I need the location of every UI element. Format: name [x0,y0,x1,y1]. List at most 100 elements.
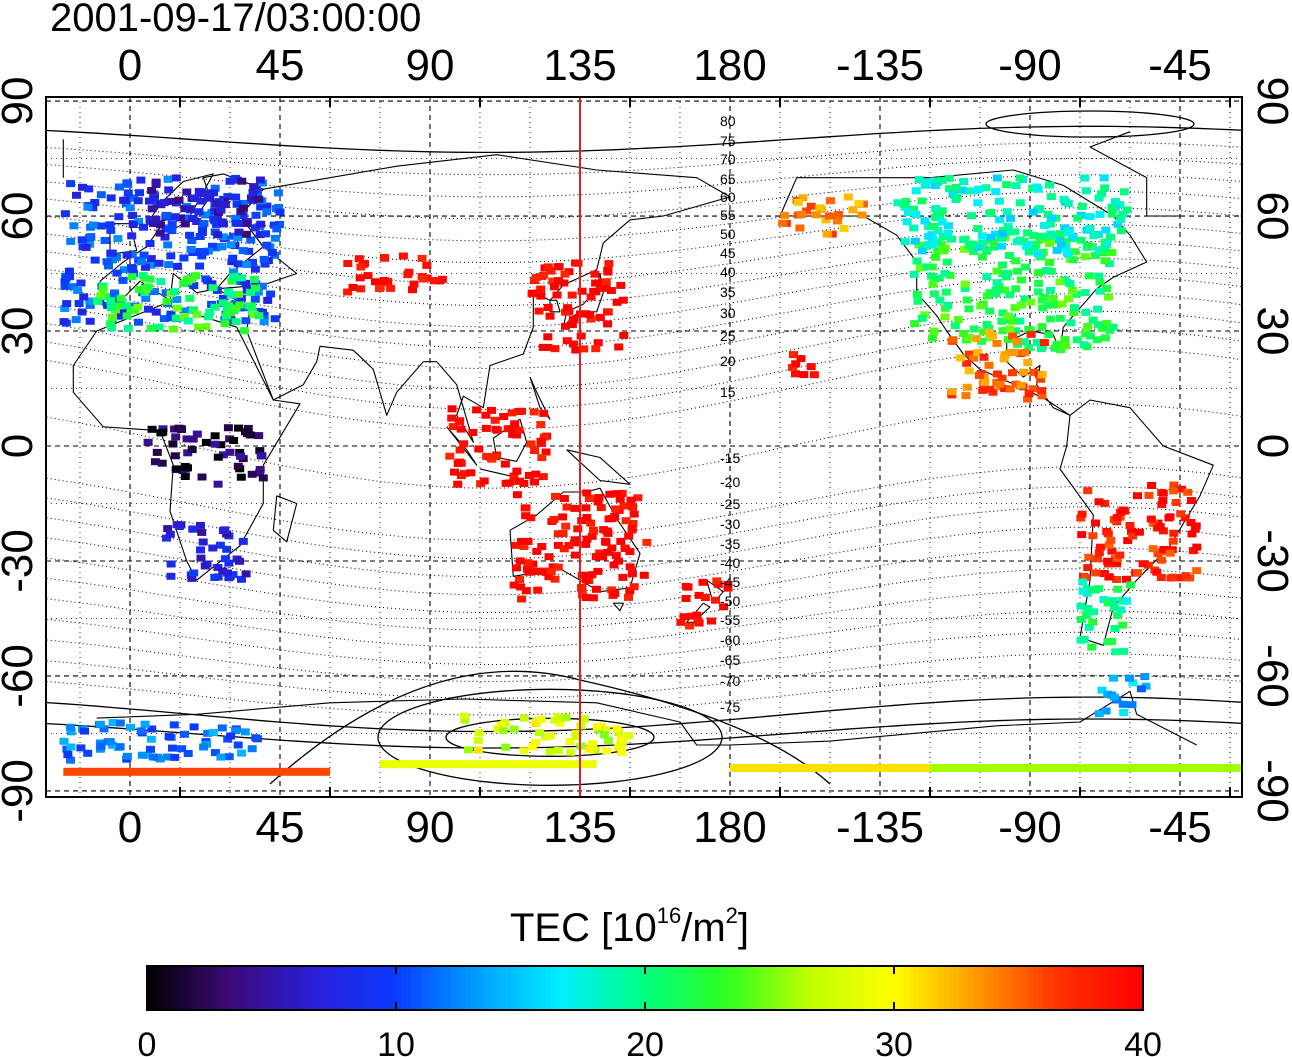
tec-band [729,763,930,772]
tec-cell [618,734,628,742]
tec-cell [511,541,521,549]
tec-cell [491,425,501,433]
tec-cell [80,727,89,735]
tec-cell [509,581,519,589]
colorbar-segment [699,966,706,1010]
tec-cell [140,720,150,728]
tec-cell [491,453,501,461]
tec-cell [1049,237,1059,245]
tec-cell [576,332,586,340]
tec-cell [115,183,124,191]
tec-cell [500,460,510,468]
colorbar-segment [674,966,681,1010]
contour-label: 60 [720,189,736,205]
tec-cell [590,746,600,754]
tec-cell [166,560,176,568]
tec-cell [404,268,414,276]
tec-cell [167,220,177,228]
colorbar-segment [1053,966,1059,1010]
tec-cell [1096,543,1105,551]
tec-cell [218,299,228,307]
tec-cell [984,361,994,369]
colorbar-segment [774,966,781,1010]
tec-cell [189,194,199,202]
coastline [779,169,1148,416]
tec-cell [510,420,520,428]
tec-cell [1106,536,1116,544]
tec-cell [1003,269,1013,277]
colorbar-segment [415,966,422,1010]
tec-cell [988,332,997,340]
tec-cell [64,267,74,275]
tec-cell [920,181,930,189]
geomagnetic-contour [46,141,1242,176]
tec-cell [973,244,983,251]
tec-cell [205,308,215,316]
tec-cell [543,333,553,341]
tec-cell [584,745,594,753]
tec-cell [796,355,806,363]
tec-cell [607,586,617,594]
tec-cell [1005,291,1015,299]
tec-cell [519,747,529,755]
tec-cell [1042,267,1052,274]
tec-cell [558,513,568,521]
tec-cell [1101,285,1111,292]
colorbar-segment [460,966,467,1010]
tec-cell [591,279,601,287]
tec-cell [598,553,608,561]
colorbar-segment [1093,966,1099,1010]
tec-cell [275,220,285,228]
tec-cell [210,440,220,448]
tec-cell [1023,229,1033,237]
tec-cell [1083,487,1093,495]
tec-cell [524,472,534,479]
tec-cell [217,218,227,226]
contour-label: 20 [720,353,736,369]
tec-cell [152,448,162,456]
tec-cell [974,372,984,379]
tec-cell [712,577,722,585]
tec-cell [554,277,563,285]
tec-cell [977,337,986,345]
tec-cell [1176,574,1185,582]
tec-cell [604,260,614,268]
tec-cell [1011,380,1021,388]
tec-cell [213,453,223,461]
colorbar-segment [679,966,686,1010]
tec-cell [71,316,81,324]
tec-cell [216,206,226,214]
tec-cell [913,297,923,305]
tec-cell [146,261,156,269]
tec-cell [1013,267,1022,275]
tec-cell [537,454,547,462]
tec-cell [692,611,702,619]
colorbar-segment [580,966,586,1010]
tec-cell [1021,263,1030,271]
tec-cell [194,208,204,216]
colorbar-segment [236,966,243,1010]
tec-cell [992,174,1002,182]
colorbar-segment [281,966,288,1010]
tec-cell [172,296,182,303]
tec-cell [993,370,1002,378]
tec-cell [1133,569,1143,577]
tec-cell [142,751,152,759]
tec-cell [1029,232,1039,240]
tec-cell [172,521,182,529]
tec-cell [168,744,177,752]
tec-cell [593,498,603,506]
tec-cell [163,175,173,183]
colorbar-segment [709,966,716,1010]
tec-cell [920,217,930,225]
contour-label: -65 [720,652,740,668]
tec-cell [266,290,276,298]
tec-cell [603,266,613,274]
tec-cell [241,230,251,238]
tec-cell [115,743,125,751]
lon-tick-label-top: 135 [543,41,616,90]
tec-cell [940,269,950,277]
tec-cell [1095,278,1105,286]
tec-cell [910,237,920,245]
